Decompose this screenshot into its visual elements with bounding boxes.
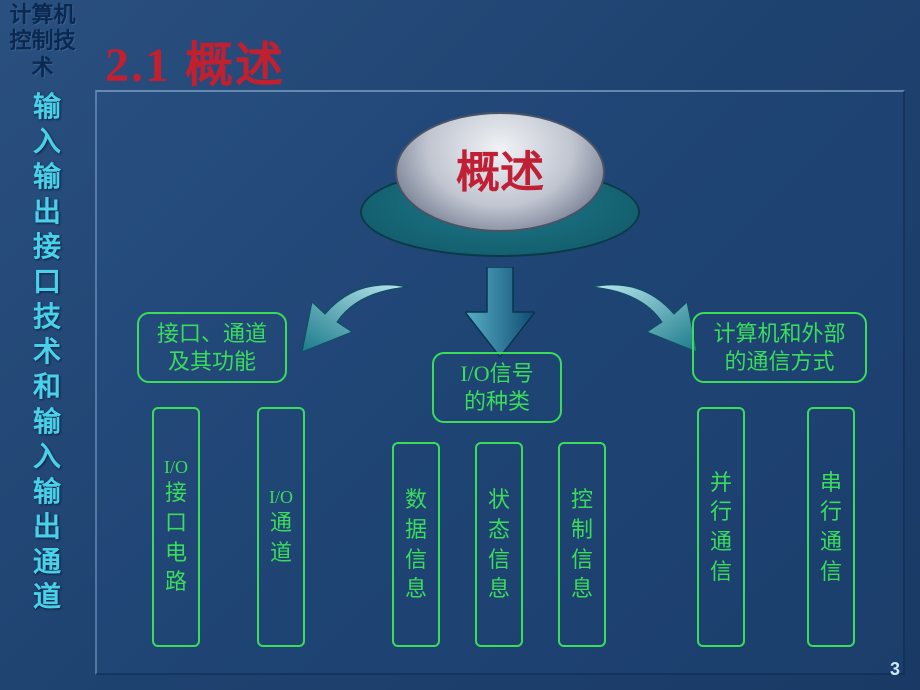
leaf-box-2: 数据信息 <box>392 442 440 647</box>
sidebar-char: 输 <box>28 160 66 195</box>
sidebar-char: 口 <box>28 265 66 300</box>
leaf-box-3: 状态信息 <box>475 442 523 647</box>
sidebar-char: 输 <box>28 405 66 440</box>
category-middle: I/O信号的种类 <box>432 352 562 423</box>
page-number: 3 <box>890 659 900 680</box>
sidebar-text: 输入输出接口技术和输入输出通道 <box>28 90 66 615</box>
sidebar-char: 通 <box>28 545 66 580</box>
sidebar-char: 入 <box>28 125 66 160</box>
leaf-box-5: 并行通信 <box>697 407 745 647</box>
arrow-left-icon <box>297 282 417 382</box>
leaf-box-0: I/O接口电路 <box>152 407 200 647</box>
leaf-box-4: 控制信息 <box>558 442 606 647</box>
corner-header: 计算机控制技术 <box>0 0 85 81</box>
sidebar-char: 出 <box>28 510 66 545</box>
center-node: 概述 <box>360 112 640 272</box>
sidebar-char: 和 <box>28 370 66 405</box>
arrow-down-icon <box>465 267 535 357</box>
leaf-box-1: I/O通道 <box>257 407 305 647</box>
category-right: 计算机和外部的通信方式 <box>692 312 867 383</box>
arrow-right-icon <box>582 282 702 382</box>
sidebar-char: 术 <box>28 335 66 370</box>
sidebar-char: 出 <box>28 195 66 230</box>
sidebar-char: 技 <box>28 300 66 335</box>
content-frame: 概述 接口、通道及其功能I/O <box>95 90 905 675</box>
sidebar-char: 输 <box>28 475 66 510</box>
sidebar-char: 入 <box>28 440 66 475</box>
sidebar-char: 输 <box>28 90 66 125</box>
sidebar-char: 道 <box>28 580 66 615</box>
sidebar-char: 接 <box>28 230 66 265</box>
node-disc: 概述 <box>395 112 605 232</box>
category-left: 接口、通道及其功能 <box>137 312 287 383</box>
page-title: 2.1 概述 <box>105 25 285 95</box>
node-label: 概述 <box>456 136 544 200</box>
leaf-box-6: 串行通信 <box>807 407 855 647</box>
